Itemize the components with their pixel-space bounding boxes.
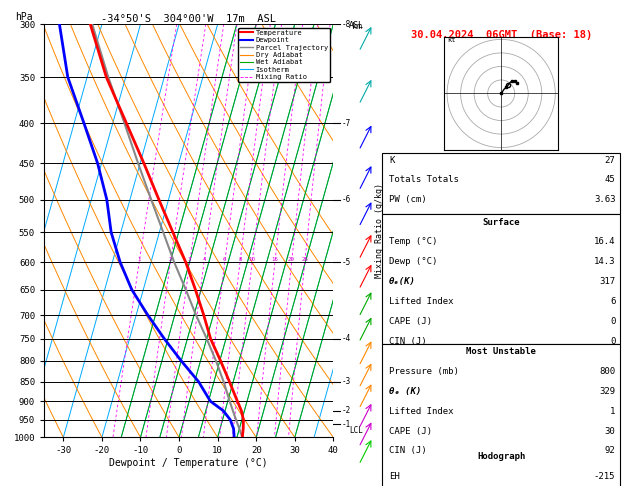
Text: -1: -1 — [342, 419, 351, 429]
Text: -6: -6 — [342, 195, 351, 204]
Legend: Temperature, Dewpoint, Parcel Trajectory, Dry Adiabat, Wet Adiabat, Isotherm, Mi: Temperature, Dewpoint, Parcel Trajectory… — [238, 28, 330, 82]
Text: 8: 8 — [238, 257, 242, 262]
Text: EH: EH — [389, 472, 400, 481]
Text: ASL: ASL — [349, 21, 364, 30]
Text: 16.4: 16.4 — [594, 238, 615, 246]
Text: 25: 25 — [301, 257, 308, 262]
Text: 800: 800 — [599, 367, 615, 376]
Text: Dewp (°C): Dewp (°C) — [389, 257, 438, 266]
Text: Temp (°C): Temp (°C) — [389, 238, 438, 246]
Text: K: K — [389, 156, 395, 165]
Text: -2: -2 — [342, 406, 351, 415]
Text: 0: 0 — [610, 337, 615, 346]
Text: -5: -5 — [342, 258, 351, 267]
Text: 4: 4 — [203, 257, 206, 262]
Text: 317: 317 — [599, 277, 615, 286]
Text: -215: -215 — [594, 472, 615, 481]
Bar — [382, 345, 620, 486]
Text: Mixing Ratio (g/kg): Mixing Ratio (g/kg) — [375, 183, 384, 278]
Text: 6: 6 — [223, 257, 226, 262]
Text: Pressure (mb): Pressure (mb) — [389, 367, 459, 376]
Text: 1: 1 — [138, 257, 141, 262]
Text: LCL: LCL — [350, 426, 364, 435]
Text: Most Unstable: Most Unstable — [466, 347, 536, 356]
Text: 15: 15 — [272, 257, 279, 262]
Text: CIN (J): CIN (J) — [389, 337, 427, 346]
X-axis label: Dewpoint / Temperature (°C): Dewpoint / Temperature (°C) — [109, 458, 268, 468]
Text: 27: 27 — [604, 156, 615, 165]
Text: -8: -8 — [342, 20, 351, 29]
Text: CIN (J): CIN (J) — [389, 447, 427, 455]
Text: Totals Totals: Totals Totals — [389, 175, 459, 185]
Text: Hodograph: Hodograph — [477, 452, 525, 461]
Text: -7: -7 — [342, 119, 351, 127]
Title: -34°50'S  304°00'W  17m  ASL: -34°50'S 304°00'W 17m ASL — [101, 14, 276, 23]
Text: Lifted Index: Lifted Index — [389, 297, 454, 306]
Text: 30: 30 — [604, 427, 615, 435]
Text: 30.04.2024  06GMT  (Base: 18): 30.04.2024 06GMT (Base: 18) — [411, 31, 592, 40]
Text: 329: 329 — [599, 387, 615, 396]
Text: Surface: Surface — [482, 218, 520, 226]
Text: 10: 10 — [248, 257, 255, 262]
Text: 6: 6 — [610, 297, 615, 306]
Text: 1: 1 — [610, 407, 615, 416]
Text: CAPE (J): CAPE (J) — [389, 427, 432, 435]
Text: -4: -4 — [342, 334, 351, 343]
Text: 2: 2 — [169, 257, 172, 262]
Text: CAPE (J): CAPE (J) — [389, 317, 432, 326]
Text: 3: 3 — [188, 257, 192, 262]
Bar — [382, 214, 620, 345]
Bar — [382, 153, 620, 214]
Text: -3: -3 — [342, 377, 351, 386]
Text: 20: 20 — [288, 257, 295, 262]
Text: θₑ (K): θₑ (K) — [389, 387, 421, 396]
Text: 45: 45 — [604, 175, 615, 185]
Text: hPa: hPa — [15, 12, 33, 22]
Text: 0: 0 — [610, 317, 615, 326]
Text: 92: 92 — [604, 447, 615, 455]
Text: 3.63: 3.63 — [594, 195, 615, 204]
Text: Lifted Index: Lifted Index — [389, 407, 454, 416]
Text: θₑ(K): θₑ(K) — [389, 277, 416, 286]
Text: PW (cm): PW (cm) — [389, 195, 427, 204]
Text: km: km — [352, 22, 362, 31]
Text: 14.3: 14.3 — [594, 257, 615, 266]
